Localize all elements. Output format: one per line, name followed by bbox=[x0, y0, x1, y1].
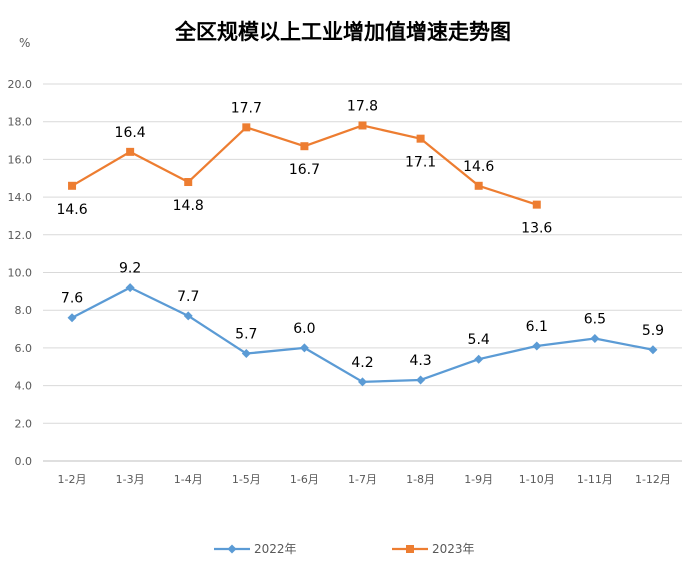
y-tick-label: 2.0 bbox=[15, 417, 33, 430]
x-tick-label: 1-8月 bbox=[406, 473, 435, 486]
legend-label: 2022年 bbox=[254, 542, 297, 556]
x-tick-label: 1-7月 bbox=[348, 473, 377, 486]
data-label: 9.2 bbox=[119, 261, 141, 277]
x-tick-label: 1-2月 bbox=[58, 473, 87, 486]
x-tick-label: 1-4月 bbox=[174, 473, 203, 486]
data-point bbox=[242, 123, 251, 132]
data-point bbox=[416, 375, 426, 385]
x-tick-label: 1-10月 bbox=[519, 473, 555, 486]
data-point bbox=[358, 121, 367, 130]
y-tick-label: 0.0 bbox=[15, 455, 33, 468]
x-tick-label: 1-3月 bbox=[116, 473, 145, 486]
data-point bbox=[184, 178, 193, 187]
data-label: 14.6 bbox=[463, 159, 494, 175]
data-label: 5.4 bbox=[468, 332, 490, 348]
data-label: 13.6 bbox=[521, 221, 552, 237]
data-point bbox=[67, 313, 77, 323]
legend-item: 2022年 bbox=[214, 542, 297, 556]
data-point bbox=[68, 181, 77, 190]
data-point bbox=[590, 333, 600, 343]
data-label: 5.7 bbox=[235, 327, 257, 343]
data-point bbox=[126, 147, 135, 156]
data-point bbox=[183, 311, 193, 321]
x-tick-label: 1-9月 bbox=[464, 473, 493, 486]
data-point bbox=[125, 283, 135, 293]
data-point bbox=[300, 142, 309, 151]
data-label: 7.6 bbox=[61, 291, 83, 307]
legend-marker bbox=[227, 544, 237, 554]
y-tick-label: 10.0 bbox=[8, 267, 33, 280]
y-tick-label: 8.0 bbox=[15, 304, 33, 317]
legend-label: 2023年 bbox=[432, 542, 475, 556]
data-point bbox=[474, 354, 484, 364]
y-tick-label: 6.0 bbox=[15, 342, 33, 355]
data-label: 6.1 bbox=[526, 319, 548, 335]
data-label: 16.7 bbox=[289, 162, 320, 178]
data-point bbox=[532, 200, 541, 209]
data-label: 7.7 bbox=[177, 289, 199, 305]
data-point bbox=[474, 181, 483, 190]
data-label: 17.1 bbox=[405, 155, 436, 171]
data-point bbox=[358, 377, 367, 387]
y-tick-label: 14.0 bbox=[8, 191, 33, 204]
chart-title: 全区规模以上工业增加值增速走势图 bbox=[175, 20, 511, 44]
data-point bbox=[241, 349, 251, 359]
y-tick-label: 20.0 bbox=[8, 78, 33, 91]
y-tick-label: 18.0 bbox=[8, 116, 33, 129]
data-point bbox=[532, 341, 542, 351]
data-label: 16.4 bbox=[115, 125, 146, 141]
data-labels: 7.6 9.2 7.7 5.7 6.0 4.2 4.3 5.4 6.1 6.5 5.9 14.6 16.… bbox=[56, 98, 664, 370]
data-label: 17.7 bbox=[231, 100, 262, 116]
data-label: 4.3 bbox=[409, 353, 431, 369]
data-label: 6.5 bbox=[584, 311, 606, 327]
x-tick-label: 1-5月 bbox=[232, 473, 261, 486]
data-point bbox=[299, 343, 309, 353]
series-lines bbox=[71, 124, 654, 383]
legend-item: 2023年 bbox=[392, 542, 475, 556]
legend: 2022年 2023年 bbox=[214, 542, 475, 556]
y-axis-ticks: 0.0 2.0 4.0 6.0 8.0 10.0 12.0 14.0 16.0 18.0 20.0 bbox=[8, 78, 33, 468]
x-tick-label: 1-12月 bbox=[635, 473, 671, 486]
legend-marker bbox=[406, 545, 414, 553]
x-axis-ticks: 1-2月 1-3月 1-4月 1-5月 1-6月 1-7月 1-8月 1-9月 1-10月 1-1… bbox=[58, 473, 671, 486]
data-label: 17.8 bbox=[347, 98, 378, 114]
y-axis-unit: % bbox=[19, 36, 31, 50]
x-tick-label: 1-11月 bbox=[577, 473, 613, 486]
data-label: 14.8 bbox=[173, 198, 204, 214]
data-point bbox=[416, 134, 425, 143]
series-markers bbox=[67, 121, 658, 387]
data-point bbox=[648, 345, 658, 355]
y-tick-label: 4.0 bbox=[15, 380, 33, 393]
x-tick-label: 1-6月 bbox=[290, 473, 319, 486]
data-label: 5.9 bbox=[642, 323, 664, 339]
data-label: 6.0 bbox=[293, 321, 315, 337]
y-tick-label: 12.0 bbox=[8, 229, 33, 242]
data-label: 14.6 bbox=[56, 202, 87, 218]
y-tick-label: 16.0 bbox=[8, 153, 33, 166]
data-label: 4.2 bbox=[351, 355, 373, 371]
